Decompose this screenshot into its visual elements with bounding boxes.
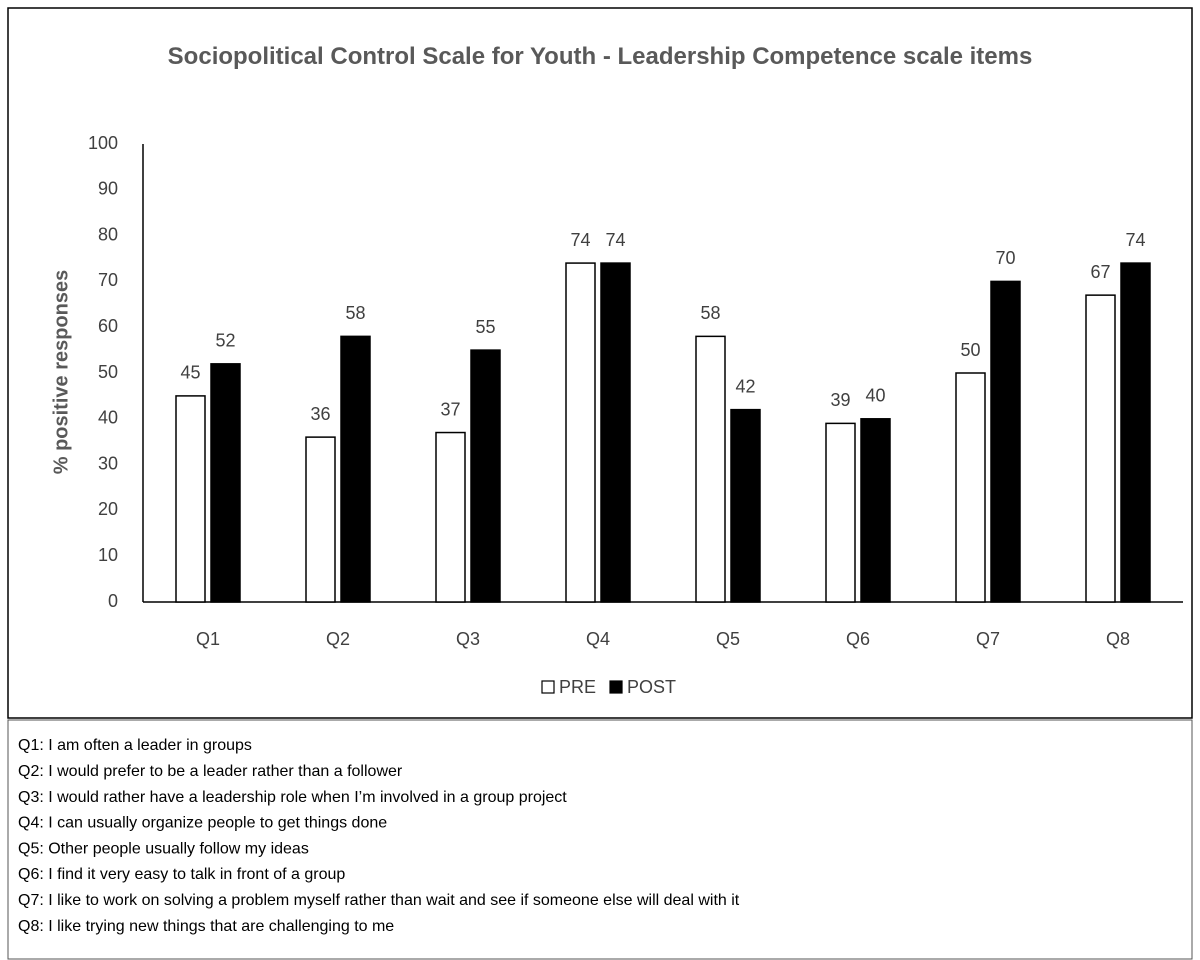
data-label: 70 <box>995 248 1015 268</box>
bar <box>860 418 891 603</box>
bar <box>1085 294 1116 603</box>
note: Q1: I am often a leader in groups <box>18 737 252 754</box>
y-tick-label: 50 <box>98 362 118 382</box>
x-tick-label: Q4 <box>586 629 610 649</box>
bar <box>955 372 986 603</box>
legend-label: POST <box>627 677 676 697</box>
data-label: 37 <box>440 399 460 419</box>
x-tick-label: Q8 <box>1106 629 1130 649</box>
data-label: 74 <box>570 230 590 250</box>
data-label: 58 <box>700 303 720 323</box>
y-axis-label: % positive responses <box>50 270 72 475</box>
data-label: 67 <box>1090 262 1110 282</box>
data-label: 55 <box>475 317 495 337</box>
y-tick-label: 80 <box>98 224 118 244</box>
data-label: 42 <box>735 376 755 396</box>
legend-swatch <box>609 680 623 694</box>
data-label: 40 <box>865 386 885 406</box>
data-label: 58 <box>345 303 365 323</box>
data-label: 36 <box>310 404 330 424</box>
bar <box>695 335 726 603</box>
data-label: 74 <box>1125 230 1145 250</box>
x-tick-label: Q3 <box>456 629 480 649</box>
y-tick-label: 30 <box>98 453 118 473</box>
x-tick-label: Q5 <box>716 629 740 649</box>
y-tick-label: 70 <box>98 270 118 290</box>
y-tick-label: 10 <box>98 545 118 565</box>
x-tick-label: Q7 <box>976 629 1000 649</box>
bar <box>210 363 241 603</box>
bar <box>470 349 501 603</box>
bar <box>825 422 856 603</box>
y-tick-label: 90 <box>98 179 118 199</box>
data-label: 39 <box>830 390 850 410</box>
legend-label: PRE <box>559 677 596 697</box>
note: Q2: I would prefer to be a leader rather… <box>18 763 403 780</box>
notes-border <box>7 719 1193 960</box>
note: Q4: I can usually organize people to get… <box>18 815 387 832</box>
bar <box>340 335 371 603</box>
legend-swatch <box>541 680 555 694</box>
y-tick-label: 0 <box>108 591 118 611</box>
bar <box>305 436 336 603</box>
note: Q6: I find it very easy to talk in front… <box>18 866 345 883</box>
bar <box>730 408 761 603</box>
chart-border <box>7 7 1193 719</box>
y-tick-label: 40 <box>98 408 118 428</box>
y-tick-label: 20 <box>98 499 118 519</box>
x-tick-label: Q6 <box>846 629 870 649</box>
bar <box>600 262 631 603</box>
bar <box>435 431 466 603</box>
note: Q8: I like trying new things that are ch… <box>18 918 394 935</box>
chart-title: Sociopolitical Control Scale for Youth -… <box>167 43 1033 70</box>
y-tick-label: 100 <box>88 133 118 153</box>
y-tick-label: 60 <box>98 316 118 336</box>
note: Q3: I would rather have a leadership rol… <box>18 789 567 806</box>
x-tick-label: Q2 <box>326 629 350 649</box>
x-tick-label: Q1 <box>196 629 220 649</box>
data-label: 45 <box>180 363 200 383</box>
data-label: 50 <box>960 340 980 360</box>
data-label: 52 <box>215 331 235 351</box>
note: Q5: Other people usually follow my ideas <box>18 840 309 857</box>
bar <box>175 395 206 603</box>
bar <box>990 280 1021 603</box>
note: Q7: I like to work on solving a problem … <box>18 892 740 909</box>
data-label: 74 <box>605 230 625 250</box>
bar <box>565 262 596 603</box>
bar <box>1120 262 1151 603</box>
